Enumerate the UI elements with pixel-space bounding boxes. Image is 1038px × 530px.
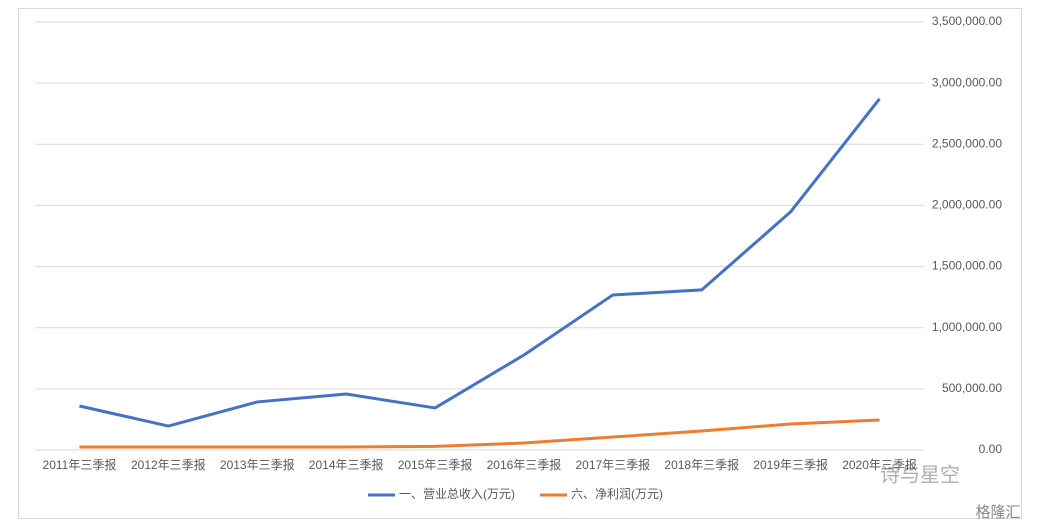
x-tick-label: 2016年三季报 (487, 457, 562, 472)
y-tick-label: 2,000,000.00 (932, 198, 1002, 212)
x-tick-label: 2013年三季报 (220, 457, 295, 472)
x-tick-label: 2017年三季报 (575, 457, 650, 472)
y-tick-label: 500,000.00 (942, 381, 1002, 395)
y-tick-label: 1,000,000.00 (932, 320, 1002, 334)
x-tick-label: 2014年三季报 (309, 457, 384, 472)
y-tick-label: 1,500,000.00 (932, 259, 1002, 273)
x-tick-label: 2018年三季报 (664, 457, 739, 472)
y-tick-label: 2,500,000.00 (932, 136, 1002, 150)
y-tick-label: 3,000,000.00 (932, 75, 1002, 89)
y-tick-label: 0.00 (979, 442, 1003, 456)
x-tick-label: 2020年三季报 (842, 457, 917, 472)
legend-label: 六、净利润(万元) (571, 487, 663, 501)
chart-frame (18, 8, 1022, 519)
x-tick-label: 2015年三季报 (398, 457, 473, 472)
series-line (79, 97, 881, 428)
x-tick-label: 2011年三季报 (43, 457, 117, 472)
y-tick-label: 3,500,000.00 (932, 14, 1002, 28)
legend-label: 一、营业总收入(万元) (399, 487, 515, 501)
x-tick-label: 2012年三季报 (131, 457, 206, 472)
watermark: 格隆汇 (975, 504, 1020, 521)
series-line (79, 418, 880, 449)
watermark: 诗与星空 (880, 463, 960, 486)
x-tick-label: 2019年三季报 (753, 457, 828, 472)
